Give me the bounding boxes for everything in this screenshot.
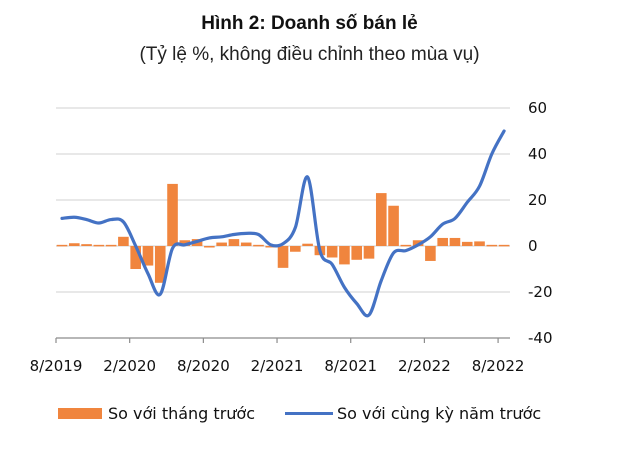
bar: [105, 244, 117, 247]
x-tick-label: 8/2020: [177, 357, 230, 375]
bar: [277, 246, 289, 268]
y-tick-label: 0: [528, 237, 538, 255]
bar: [118, 236, 129, 246]
legend-label-yoy: So với cùng kỳ năm trước: [337, 404, 542, 423]
bar: [302, 243, 313, 246]
y-tick-label: 60: [528, 99, 547, 117]
bar: [363, 246, 375, 259]
bar: [498, 244, 510, 247]
x-tick-label: 2/2021: [251, 357, 304, 375]
bar: [56, 244, 68, 247]
bar: [179, 240, 191, 246]
bar: [339, 246, 350, 265]
x-tick-label: 8/2019: [30, 357, 83, 375]
bar: [486, 244, 498, 247]
chart-title: Hình 2: Doanh số bán lẻ: [201, 13, 418, 34]
x-tick-label: 8/2022: [472, 357, 525, 375]
legend: So với tháng trước So với cùng kỳ năm tr…: [0, 404, 619, 434]
y-tick-label: 40: [528, 145, 547, 163]
bar: [449, 237, 461, 246]
bar: [400, 244, 412, 247]
bar: [375, 193, 387, 246]
bar: [461, 241, 473, 246]
bar: [351, 246, 363, 260]
bar: [167, 183, 178, 246]
legend-label-mom: So với tháng trước: [108, 404, 255, 423]
bar: [154, 246, 166, 283]
bar: [265, 246, 277, 248]
legend-bar-swatch: [58, 408, 102, 419]
bar: [425, 246, 436, 261]
bar: [474, 241, 485, 246]
bar: [290, 246, 301, 252]
yoy-line: [60, 129, 506, 318]
bar: [204, 246, 215, 248]
bar: [68, 243, 80, 246]
chart-subtitle: (Tỷ lệ %, không điều chỉnh theo mùa vụ): [139, 44, 480, 65]
chart-plot: 60 40 20 0 -20 -40 8/2019 2/2020 8/2020 2/2021 8/2…: [30, 99, 553, 375]
bar: [130, 246, 141, 269]
bar: [142, 246, 154, 266]
bar: [437, 237, 448, 246]
bar: [326, 246, 338, 258]
legend-item-mom: So với tháng trước: [58, 404, 255, 423]
bar: [240, 242, 252, 246]
bar: [388, 205, 399, 246]
bar: [228, 239, 240, 246]
x-tick-label: 8/2021: [324, 357, 377, 375]
legend-item-yoy: So với cùng kỳ năm trước: [285, 404, 541, 423]
x-tick-label: 2/2022: [398, 357, 451, 375]
bar: [216, 242, 227, 246]
y-tick-label: 20: [528, 191, 547, 209]
bar: [81, 244, 92, 246]
bar: [253, 244, 264, 247]
x-tick-label: 2/2020: [103, 357, 156, 375]
y-tick-label: -40: [528, 329, 553, 347]
bar: [93, 244, 105, 247]
legend-line-swatch: [285, 412, 333, 415]
y-tick-label: -20: [528, 283, 553, 301]
